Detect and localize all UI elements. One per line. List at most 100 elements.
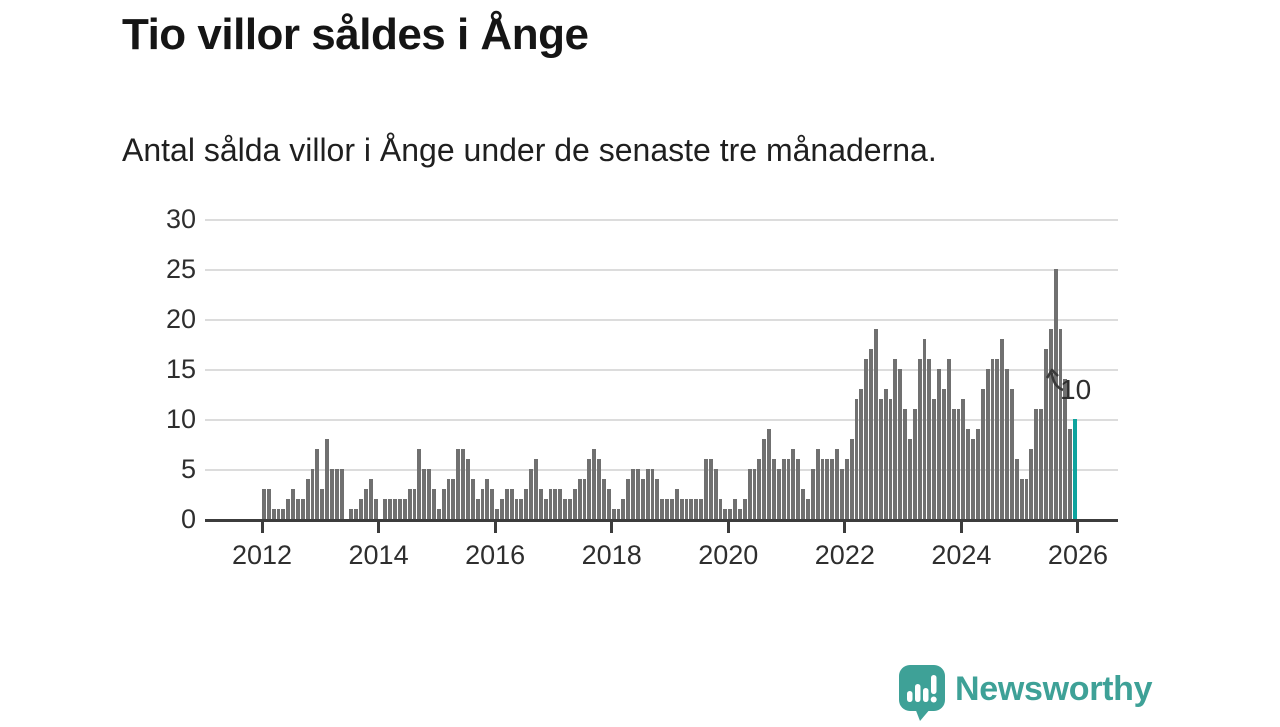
bar-month (835, 449, 839, 519)
latest-value-label: 10 (1060, 374, 1092, 405)
bar-month (728, 509, 733, 519)
bar-month (519, 499, 524, 519)
bar-month (616, 509, 621, 519)
bar-month (864, 359, 869, 519)
bar-month (640, 479, 645, 519)
bar-month (1058, 329, 1063, 519)
bar-month (757, 459, 762, 519)
bar-month (937, 369, 941, 519)
y-tick-label: 10 (165, 404, 196, 434)
bar-month (422, 469, 427, 519)
bar-month (718, 499, 723, 519)
bar-month (592, 449, 597, 519)
bar-month (810, 469, 815, 519)
gridline (205, 369, 1118, 371)
bar-month (878, 399, 883, 519)
bar-month (349, 509, 354, 519)
bar-month (694, 499, 699, 519)
bar-month (621, 499, 626, 519)
newsworthy-logo: Newsworthy (898, 664, 1268, 721)
bar-month (398, 499, 402, 519)
bar-month (500, 499, 504, 519)
x-axis-tick (726, 522, 730, 533)
bar-month (441, 489, 446, 519)
bar-month (597, 459, 601, 519)
bar-month (354, 509, 359, 519)
bar-month (844, 459, 849, 519)
bar-month (801, 489, 805, 519)
bar-month (840, 469, 844, 519)
bar-month (995, 359, 1000, 519)
bar-month (606, 489, 611, 519)
bar-month (733, 499, 737, 519)
newsworthy-logo-icon (899, 665, 945, 721)
bar-month (670, 499, 674, 519)
bar-month (990, 359, 995, 519)
bar-month (286, 499, 291, 519)
bar-month (446, 479, 451, 519)
bar-month (830, 459, 835, 519)
y-tick-label: 25 (165, 254, 196, 284)
bar-month (504, 489, 509, 519)
bar-month (271, 509, 276, 519)
bar-month (281, 509, 286, 519)
bar-month (534, 459, 538, 519)
bar-month (524, 489, 529, 519)
bar-month (291, 489, 295, 519)
bar-month (888, 399, 893, 519)
bar-month (762, 439, 767, 519)
bar-month (796, 459, 801, 519)
bar-month (806, 499, 810, 519)
bar-month (650, 469, 655, 519)
bar-month (359, 499, 363, 519)
bar-month (436, 509, 441, 519)
bar-month (305, 479, 310, 519)
bar-month (1000, 339, 1005, 519)
bar-month (932, 399, 937, 519)
bar-month (912, 409, 917, 519)
bar-month (961, 399, 966, 519)
y-tick-label: 30 (165, 204, 196, 234)
bar-month (674, 489, 679, 519)
bar-month (849, 439, 854, 519)
bar-month (903, 409, 907, 519)
bar-month (791, 449, 796, 519)
bar-month (1063, 379, 1068, 519)
bar-month (407, 489, 412, 519)
x-axis-tick (377, 522, 381, 533)
bar-month (538, 489, 543, 519)
bar-month (558, 489, 563, 519)
x-tick-label: 2024 (931, 540, 992, 570)
bar-month (1048, 329, 1053, 519)
bar-month (781, 459, 786, 519)
x-axis-line (205, 519, 1118, 522)
bar-month (854, 399, 859, 519)
bar-month (956, 409, 961, 519)
bar-month (383, 499, 388, 519)
bar-month (315, 449, 320, 519)
bar-month (388, 499, 393, 519)
bar-month (417, 449, 422, 519)
bar-month (548, 489, 553, 519)
bar-month (825, 459, 830, 519)
bar-month (1029, 449, 1034, 519)
bar-month (1053, 269, 1058, 519)
bar-month (402, 499, 407, 519)
bar-month (480, 489, 485, 519)
x-tick-label: 2020 (698, 540, 759, 570)
bar-month (713, 469, 718, 519)
bar-month (393, 499, 397, 519)
bar-month (582, 479, 587, 519)
bar-month (470, 479, 475, 519)
bar-month (276, 509, 281, 519)
bar-month (334, 469, 339, 519)
bar-month (980, 389, 985, 519)
bar-month (951, 409, 956, 519)
bar-month (689, 499, 694, 519)
bar-month (325, 439, 329, 519)
bar-month (708, 459, 713, 519)
bar-month (1024, 479, 1029, 519)
bar-month (815, 449, 820, 519)
bar-month (1068, 429, 1073, 519)
chart-subtitle: Antal sålda villor i Ånge under de senas… (122, 132, 937, 168)
